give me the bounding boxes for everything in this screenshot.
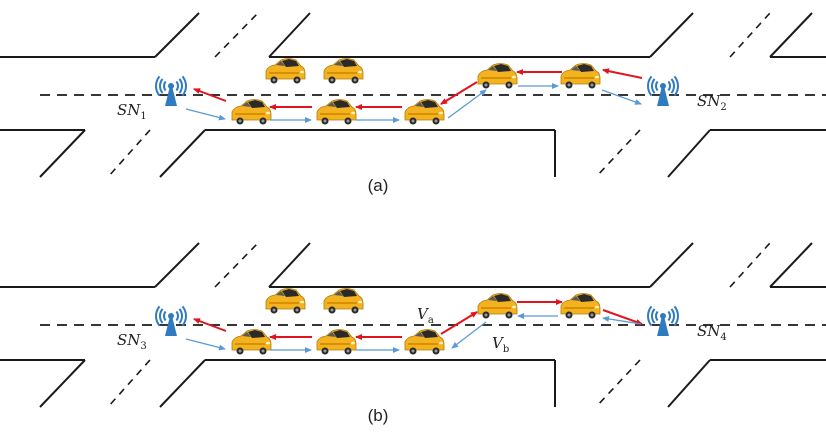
car-icon bbox=[477, 293, 518, 319]
arrow-blue bbox=[447, 89, 487, 119]
car-icon bbox=[231, 329, 272, 355]
car-icon bbox=[477, 63, 518, 89]
car-icon bbox=[404, 329, 445, 355]
arrow-red bbox=[440, 81, 478, 105]
vehicle-a-label: Va bbox=[417, 305, 434, 326]
panel-caption: (a) bbox=[368, 176, 389, 195]
wireless-tower-icon bbox=[647, 75, 679, 106]
road-layout bbox=[0, 242, 826, 408]
link-arrows bbox=[185, 68, 643, 123]
vehicle-b-label: Vb bbox=[492, 334, 509, 355]
wireless-tower-icon bbox=[155, 305, 187, 336]
car-icon bbox=[316, 329, 357, 355]
arrow-blue bbox=[602, 315, 642, 325]
road-layout bbox=[0, 12, 826, 178]
car-icon bbox=[231, 99, 272, 125]
link-arrows bbox=[185, 299, 643, 353]
arrow-blue bbox=[185, 108, 226, 121]
car-icon bbox=[404, 99, 445, 125]
car-icon bbox=[265, 58, 306, 84]
wireless-tower-icon bbox=[647, 305, 679, 336]
panel-a: SN1 SN2 (a) bbox=[0, 12, 826, 195]
car-icon bbox=[316, 99, 357, 125]
arrow-blue bbox=[601, 89, 642, 105]
arrow-blue bbox=[185, 338, 226, 351]
panel-caption: (b) bbox=[368, 406, 389, 425]
panel-b: SN3 SN4 Va Vb (b) bbox=[0, 242, 826, 425]
left-node-label: SN1 bbox=[117, 101, 147, 122]
car-icon bbox=[323, 58, 364, 84]
left-node-label: SN3 bbox=[117, 331, 147, 352]
wireless-tower-icon bbox=[155, 75, 187, 106]
arrow-red bbox=[193, 88, 227, 102]
car-icon bbox=[265, 288, 306, 314]
arrow-blue bbox=[451, 321, 487, 349]
car-icon bbox=[560, 63, 601, 89]
arrow-red bbox=[193, 318, 227, 332]
arrow-red bbox=[602, 309, 643, 325]
car-icon bbox=[560, 293, 601, 319]
right-node-label: SN4 bbox=[697, 322, 727, 343]
arrow-red bbox=[440, 311, 478, 335]
car-icon bbox=[323, 288, 364, 314]
right-node-label: SN2 bbox=[697, 92, 727, 113]
arrow-red bbox=[602, 68, 643, 79]
